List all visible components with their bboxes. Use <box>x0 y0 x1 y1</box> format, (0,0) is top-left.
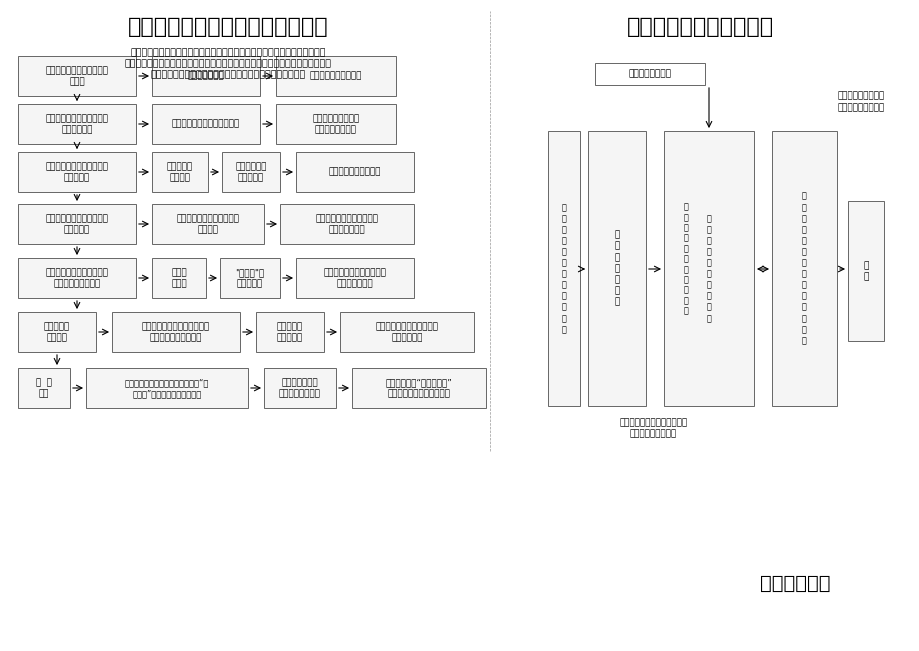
Text: 建设工程报建流程示意图: 建设工程报建流程示意图 <box>626 17 773 37</box>
FancyBboxPatch shape <box>340 312 473 352</box>
Text: 县建设局对施工质量、施工安全和“一
书两证”执行情况进行监督检查: 县建设局对施工质量、施工安全和“一 书两证”执行情况进行监督检查 <box>125 378 209 398</box>
FancyBboxPatch shape <box>18 152 136 192</box>
FancyBboxPatch shape <box>276 104 395 144</box>
FancyBboxPatch shape <box>548 131 579 406</box>
Text: 建设单位组织竣
工规划、质量验收: 建设单位组织竣 工规划、质量验收 <box>278 378 321 398</box>
Text: 县建设局核发“工程规划证”
正本，并办理工程备案手续: 县建设局核发“工程规划证” 正本，并办理工程备案手续 <box>385 378 452 398</box>
Text: 铅山县建设项目审批、办证示意图: 铅山县建设项目审批、办证示意图 <box>128 17 328 37</box>
Text: 办理《施工许可证》、质监、
安全、检测和监理手续: 办理《施工许可证》、质监、 安全、检测和监理手续 <box>142 322 210 342</box>
Text: 规划股依据详规派员现场勘查: 规划股依据详规派员现场勘查 <box>172 120 240 128</box>
Text: 县纪检监察局审核: 县纪检监察局审核 <box>628 70 671 79</box>
Text: 开  工
建设: 开 工 建设 <box>36 378 52 398</box>
Text: 提供并公示用
地规划方案: 提供并公示用 地规划方案 <box>235 162 267 182</box>
FancyBboxPatch shape <box>18 104 136 144</box>
FancyBboxPatch shape <box>276 56 395 96</box>
Text: 办理立项、
备案手续: 办理立项、 备案手续 <box>166 162 193 182</box>
Text: 测、监理手续并收费: 测、监理手续并收费 <box>837 104 884 113</box>
FancyBboxPatch shape <box>152 258 206 298</box>
Text: 铅山县建设局: 铅山县建设局 <box>759 574 830 592</box>
Text: 公开招标或直接发包: 公开招标或直接发包 <box>630 430 676 439</box>
FancyBboxPatch shape <box>595 63 704 85</box>
Text: 征得用地权属单位同意: 征得用地权属单位同意 <box>310 72 362 81</box>
FancyBboxPatch shape <box>152 152 208 192</box>
Text: 县建设局核发《建设项目选
址意见书》: 县建设局核发《建设项目选 址意见书》 <box>45 162 108 182</box>
FancyBboxPatch shape <box>587 131 645 406</box>
FancyBboxPatch shape <box>18 312 96 352</box>
FancyBboxPatch shape <box>296 258 414 298</box>
FancyBboxPatch shape <box>664 131 754 406</box>
Text: 业
主
执
一
书
两
证
批
文
及
全
套: 业 主 执 一 书 两 证 批 文 及 全 套 <box>561 203 566 334</box>
Text: 按规定选择
施工队伍: 按规定选择 施工队伍 <box>44 322 70 342</box>
FancyBboxPatch shape <box>18 258 136 298</box>
FancyBboxPatch shape <box>264 368 335 408</box>
Text: 招
标
办
领
告
知
书: 招 标 办 领 告 知 书 <box>614 230 619 307</box>
FancyBboxPatch shape <box>152 204 264 244</box>
FancyBboxPatch shape <box>85 368 248 408</box>
FancyBboxPatch shape <box>255 312 323 352</box>
Text: 县建设局派员进行验证、现
场放样、验线: 县建设局派员进行验证、现 场放样、验线 <box>375 322 438 342</box>
Text: 开
工
、
竣
工
工
程
检
收
、
办
理
备
案: 开 工 、 竣 工 工 程 检 收 、 办 理 备 案 <box>801 192 806 345</box>
Text: 监
理: 监 理 <box>862 261 868 281</box>
FancyBboxPatch shape <box>296 152 414 192</box>
Text: 办理质量、安全、检: 办理质量、安全、检 <box>837 92 884 100</box>
FancyBboxPatch shape <box>221 152 279 192</box>
Text: 凡在建制镇规划区内新建、扩建和改建建筑物、构筑物、市政及管线工程的单: 凡在建制镇规划区内新建、扩建和改建建筑物、构筑物、市政及管线工程的单 <box>130 49 325 57</box>
Text: 建
管
股
合
同
审
签
并
收
费: 建 管 股 合 同 审 签 并 收 费 <box>706 214 710 323</box>
FancyBboxPatch shape <box>847 201 883 341</box>
FancyBboxPatch shape <box>771 131 836 406</box>
Text: 报县建设领导小组审核: 报县建设领导小组审核 <box>328 167 380 176</box>
Text: 建设项目单位或个人提出书
面申请: 建设项目单位或个人提出书 面申请 <box>45 66 108 86</box>
FancyBboxPatch shape <box>152 56 260 96</box>
FancyBboxPatch shape <box>18 56 136 96</box>
FancyBboxPatch shape <box>18 204 136 244</box>
Text: 到县人防办、县墙改办、县
环卫所办理有关手续: 到县人防办、县墙改办、县 环卫所办理有关手续 <box>45 268 108 288</box>
FancyBboxPatch shape <box>279 204 414 244</box>
Text: 到县土地管理部门办理用地
审批手续: 到县土地管理部门办理用地 审批手续 <box>176 214 239 234</box>
Text: 位或个人，在建设局需办理一书两证，即《建设项目选址意见书》、《建设用地规: 位或个人，在建设局需办理一书两证，即《建设项目选址意见书》、《建设用地规 <box>124 59 331 68</box>
FancyBboxPatch shape <box>220 258 279 298</box>
Text: 县建设局核发《建设用地规
划许可证》: 县建设局核发《建设用地规 划许可证》 <box>45 214 108 234</box>
FancyBboxPatch shape <box>112 312 240 352</box>
FancyBboxPatch shape <box>152 104 260 144</box>
Text: 建设单位告
知批准机关: 建设单位告 知批准机关 <box>277 322 302 342</box>
Text: 划许可证》、《建设工程规划许可证》。具体审批程序如下：: 划许可证》、《建设工程规划许可证》。具体审批程序如下： <box>150 70 305 79</box>
Text: 甲
乙
双
方
申
请
施
工
许
可
证: 甲 乙 双 方 申 请 施 工 许 可 证 <box>683 202 687 316</box>
Text: 提供现状地形图: 提供现状地形图 <box>187 72 224 81</box>
Text: 填写《江西省城镇建设项目
申报审批表》: 填写《江西省城镇建设项目 申报审批表》 <box>45 114 108 134</box>
FancyBboxPatch shape <box>352 368 485 408</box>
Text: 自行组织招标、招标代理机构: 自行组织招标、招标代理机构 <box>619 419 687 428</box>
Text: "公示栏"公
示建筑方案: "公示栏"公 示建筑方案 <box>235 268 265 288</box>
Text: 交纳有
关规费: 交纳有 关规费 <box>171 268 187 288</box>
FancyBboxPatch shape <box>18 368 70 408</box>
Text: 提供地质勘测报告、建筑设
计方案、施工图: 提供地质勘测报告、建筑设 计方案、施工图 <box>315 214 378 234</box>
Text: 县建设局核发《建设工程规
划许可证》副本: 县建设局核发《建设工程规 划许可证》副本 <box>323 268 386 288</box>
Text: 由建设项目主管部门
报县政府审查同意: 由建设项目主管部门 报县政府审查同意 <box>312 114 359 134</box>
